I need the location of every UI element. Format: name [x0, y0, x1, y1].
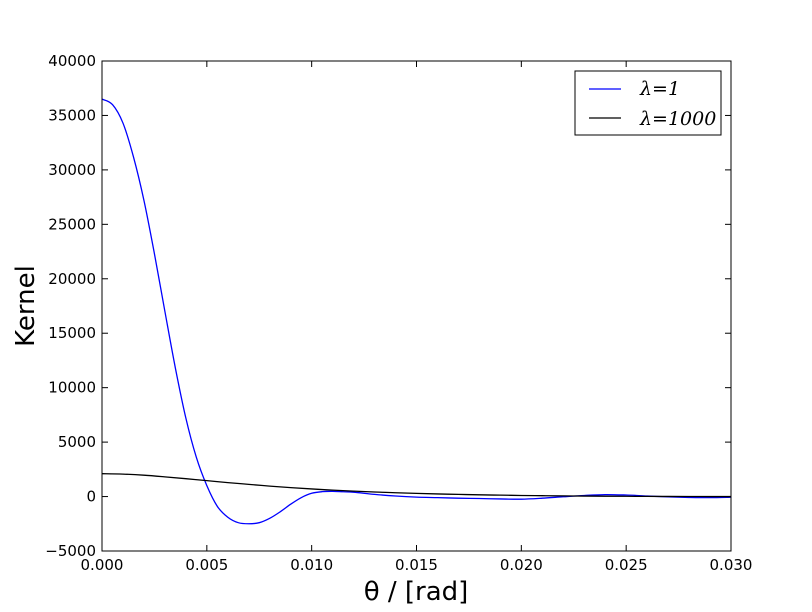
x-tick-label: 0.015: [395, 556, 438, 574]
series-line-lambda-1000: [101, 473, 731, 498]
y-tick-label: 25000: [48, 215, 96, 233]
legend-box: [574, 70, 722, 136]
ticks-layer: 0.000 0.005 0.010 0.015 0.020 0.025 0.030 −5000…: [45, 52, 752, 574]
x-tick-label: 0.005: [185, 556, 228, 574]
legend: λ=1 λ=1000: [574, 70, 722, 136]
y-tick-label: −5000: [45, 542, 96, 560]
x-tick-label: 0.030: [710, 556, 753, 574]
x-axis-label: θ / [rad]: [364, 577, 469, 607]
series-layer: [101, 98, 732, 525]
x-tick-label: 0.000: [81, 556, 124, 574]
y-axis-label: Kernel: [11, 265, 41, 347]
y-tick-label: 10000: [48, 379, 96, 397]
y-tick-label: 0: [86, 488, 96, 506]
legend-label-lambda-1000: λ=1000: [639, 108, 716, 130]
x-tick-label: 0.020: [500, 556, 543, 574]
legend-label-lambda-1: λ=1: [639, 78, 680, 100]
y-tick-label: 20000: [48, 270, 96, 288]
y-tick-label: 5000: [58, 433, 96, 451]
y-tick-label: 35000: [48, 106, 96, 124]
y-tick-label: 40000: [48, 52, 96, 70]
y-tick-label: 30000: [48, 161, 96, 179]
y-tick-label: 15000: [48, 324, 96, 342]
x-tick-label: 0.010: [290, 556, 333, 574]
x-tick-label: 0.025: [605, 556, 648, 574]
